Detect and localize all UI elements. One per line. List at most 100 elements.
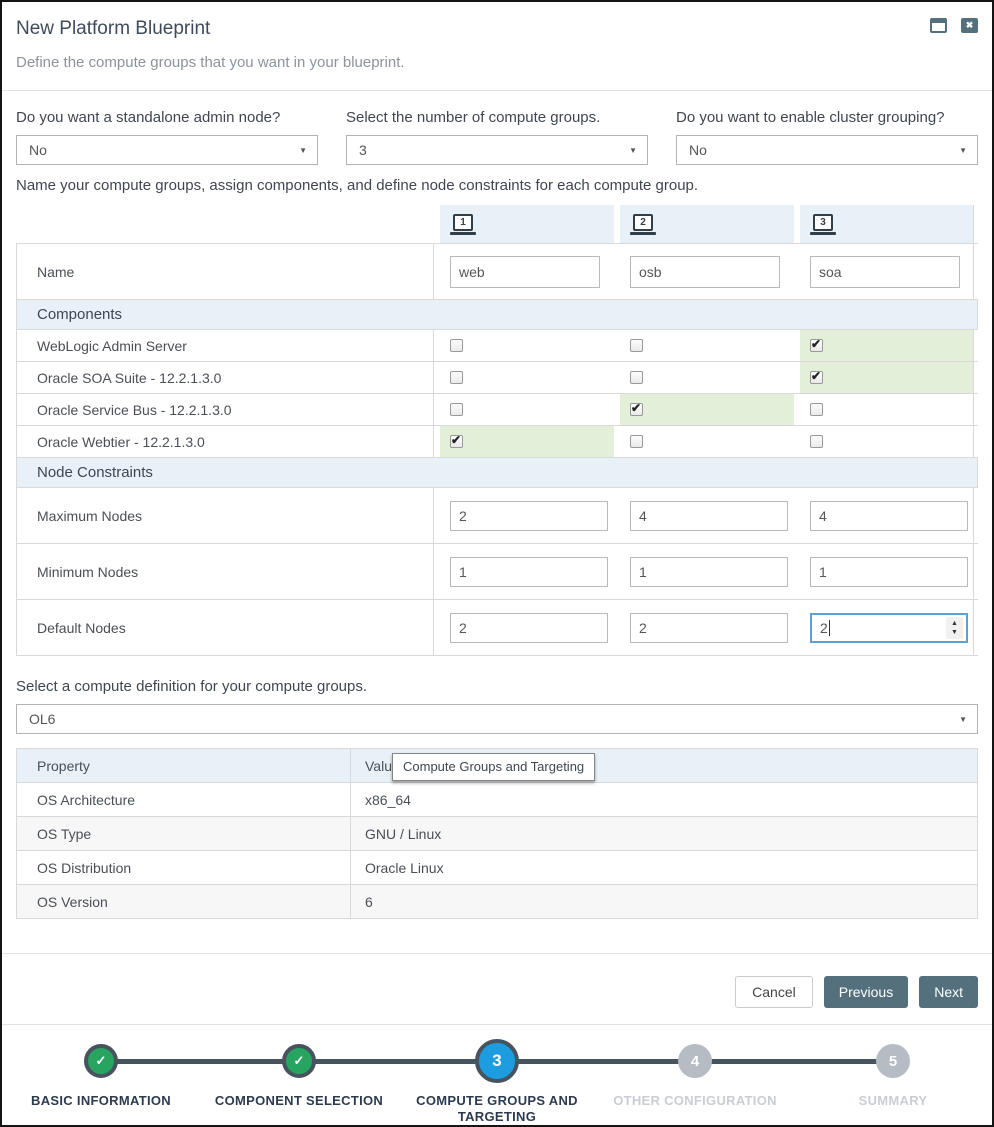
step-component-selection: ✓ COMPONENT SELECTION: [200, 1037, 398, 1125]
constraint-row: Default Nodes 2 ▲▼: [16, 600, 978, 656]
spinner-up-icon[interactable]: ▲: [951, 619, 958, 627]
component-row: Oracle Webtier - 12.2.1.3.0: [16, 426, 978, 458]
dropdown-arrow-icon: ▼: [959, 714, 967, 724]
question-row: Do you want a standalone admin node? No …: [16, 109, 978, 165]
group-3-header: 3: [800, 205, 974, 243]
component-row: Oracle SOA Suite - 12.2.1.3.0: [16, 362, 978, 394]
compute-groups-table: 1 2 3 Name: [16, 205, 978, 656]
property-row: OS Type GNU / Linux: [17, 816, 977, 850]
standalone-admin-select[interactable]: No ▼: [16, 135, 318, 165]
max-nodes-input-group2[interactable]: [630, 500, 788, 531]
window-controls: ✖: [930, 18, 978, 33]
header-divider: [2, 90, 992, 91]
min-nodes-input-group1[interactable]: [450, 556, 608, 587]
max-nodes-input-group1[interactable]: [450, 500, 608, 531]
default-nodes-input-group3-focused[interactable]: 2 ▲ ▼: [810, 612, 968, 643]
cluster-grouping-select[interactable]: No ▼: [676, 135, 978, 165]
property-row: OS Architecture x86_64: [17, 782, 977, 816]
component-checkbox[interactable]: [630, 435, 643, 448]
next-button[interactable]: Next: [919, 976, 978, 1008]
property-row: OS Distribution Oracle Linux: [17, 850, 977, 884]
dialog-subtitle: Define the compute groups that you want …: [16, 54, 405, 71]
component-checkbox[interactable]: [450, 433, 463, 448]
wizard-stepper: ✓ BASIC INFORMATION ✓ COMPONENT SELECTIO…: [2, 1037, 992, 1125]
step-5-icon[interactable]: 5: [876, 1044, 910, 1078]
text-caret: [828, 619, 830, 636]
dropdown-arrow-icon: ▼: [629, 145, 637, 155]
constraint-label: Minimum Nodes: [16, 544, 434, 599]
group-2-name-input[interactable]: [630, 255, 780, 288]
component-checkbox[interactable]: [450, 339, 463, 352]
footer-divider: [2, 953, 992, 954]
component-label: WebLogic Admin Server: [16, 330, 434, 361]
footer-buttons: Cancel Previous Next: [2, 976, 992, 1008]
group-1-header: 1: [440, 205, 614, 243]
compute-definition-label: Select a compute definition for your com…: [16, 678, 368, 695]
component-checkbox[interactable]: [810, 337, 823, 352]
dialog-title: New Platform Blueprint: [16, 18, 211, 39]
group-3-name-input[interactable]: [810, 255, 960, 288]
close-icon[interactable]: ✖: [961, 18, 978, 33]
cluster-grouping-label: Do you want to enable cluster grouping?: [676, 109, 945, 126]
number-spinner[interactable]: ▲ ▼: [946, 616, 963, 639]
component-checkbox[interactable]: [810, 435, 823, 448]
node-constraints-section-header: Node Constraints: [16, 458, 978, 488]
property-row: OS Version 6: [17, 884, 977, 918]
compute-group-count-select[interactable]: 3 ▼: [346, 135, 648, 165]
max-nodes-input-group3[interactable]: [810, 500, 968, 531]
constraint-label: Maximum Nodes: [16, 488, 434, 543]
name-row-label: Name: [16, 244, 434, 299]
step-summary: 5 SUMMARY: [794, 1037, 992, 1125]
component-checkbox[interactable]: [630, 371, 643, 384]
standalone-admin-value: No: [29, 142, 47, 158]
step-compute-groups-and-targeting: 3 COMPUTE GROUPS AND TARGETING: [398, 1037, 596, 1125]
previous-button[interactable]: Previous: [823, 976, 909, 1008]
component-label: Oracle SOA Suite - 12.2.1.3.0: [16, 362, 434, 393]
component-checkbox[interactable]: [630, 339, 643, 352]
cancel-button[interactable]: Cancel: [735, 976, 813, 1008]
step-4-icon[interactable]: 4: [678, 1044, 712, 1078]
component-checkbox[interactable]: [630, 401, 643, 416]
component-checkbox[interactable]: [810, 403, 823, 416]
cluster-grouping-value: No: [689, 142, 707, 158]
dropdown-arrow-icon: ▼: [959, 145, 967, 155]
component-row: Oracle Service Bus - 12.2.1.3.0: [16, 394, 978, 426]
dropdown-arrow-icon: ▼: [299, 145, 307, 155]
min-nodes-input-group3[interactable]: [810, 556, 968, 587]
compute-groups-intro: Name your compute groups, assign compone…: [16, 177, 699, 194]
compute-group-count-label: Select the number of compute groups.: [346, 109, 601, 126]
component-checkbox[interactable]: [810, 369, 823, 384]
spinner-down-icon[interactable]: ▼: [951, 628, 958, 636]
constraint-label: Default Nodes: [16, 600, 434, 655]
component-checkbox[interactable]: [450, 403, 463, 416]
component-row: WebLogic Admin Server: [16, 330, 978, 362]
component-checkbox[interactable]: [450, 371, 463, 384]
compute-definition-select[interactable]: OL6 ▼: [16, 704, 978, 734]
step-1-check-icon[interactable]: ✓: [84, 1044, 118, 1078]
value-column-header: Value: [365, 757, 400, 774]
step-other-configuration: 4 OTHER CONFIGURATION: [596, 1037, 794, 1125]
property-column-header: Property: [17, 749, 351, 782]
compute-group-count-value: 3: [359, 142, 367, 158]
name-row: Name: [16, 243, 978, 300]
constraint-row: Maximum Nodes: [16, 488, 978, 544]
group-1-name-input[interactable]: [450, 255, 600, 288]
step-basic-information: ✓ BASIC INFORMATION: [2, 1037, 200, 1125]
min-nodes-input-group2[interactable]: [630, 556, 788, 587]
constraint-row: Minimum Nodes: [16, 544, 978, 600]
compute-definition-property-table: Property Value OS Architecture x86_64 OS…: [16, 748, 978, 919]
maximize-icon[interactable]: [930, 18, 947, 33]
standalone-admin-label: Do you want a standalone admin node?: [16, 109, 281, 126]
step-3-current-icon[interactable]: 3: [475, 1039, 519, 1083]
compute-definition-value: OL6: [29, 711, 56, 727]
stepper-divider: [2, 1024, 992, 1025]
default-nodes-input-group2[interactable]: [630, 612, 788, 643]
components-section-header: Components: [16, 300, 978, 330]
default-nodes-input-group1[interactable]: [450, 612, 608, 643]
step-2-check-icon[interactable]: ✓: [282, 1044, 316, 1078]
step-tooltip: Compute Groups and Targeting: [392, 753, 596, 781]
compute-node-icon: 3: [810, 213, 836, 235]
compute-node-icon: 2: [630, 213, 656, 235]
component-label: Oracle Service Bus - 12.2.1.3.0: [16, 394, 434, 425]
